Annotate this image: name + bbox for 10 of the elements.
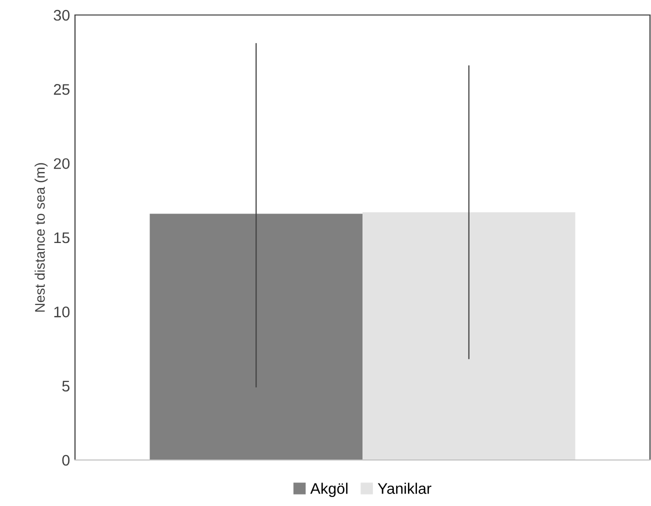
y-tick-label: 10 <box>54 306 70 318</box>
legend-label: Akgöl <box>310 482 348 497</box>
y-tick-label: 0 <box>62 454 70 466</box>
y-tick-label: 5 <box>62 380 70 392</box>
legend-label: Yaniklar <box>378 482 432 494</box>
y-tick-label: 15 <box>54 232 70 244</box>
y-tick-label: 20 <box>54 158 70 170</box>
y-axis-title: Nest distance to sea (m) <box>34 163 48 312</box>
y-tick-label: 30 <box>54 10 70 21</box>
y-tick-label: 25 <box>54 84 70 95</box>
